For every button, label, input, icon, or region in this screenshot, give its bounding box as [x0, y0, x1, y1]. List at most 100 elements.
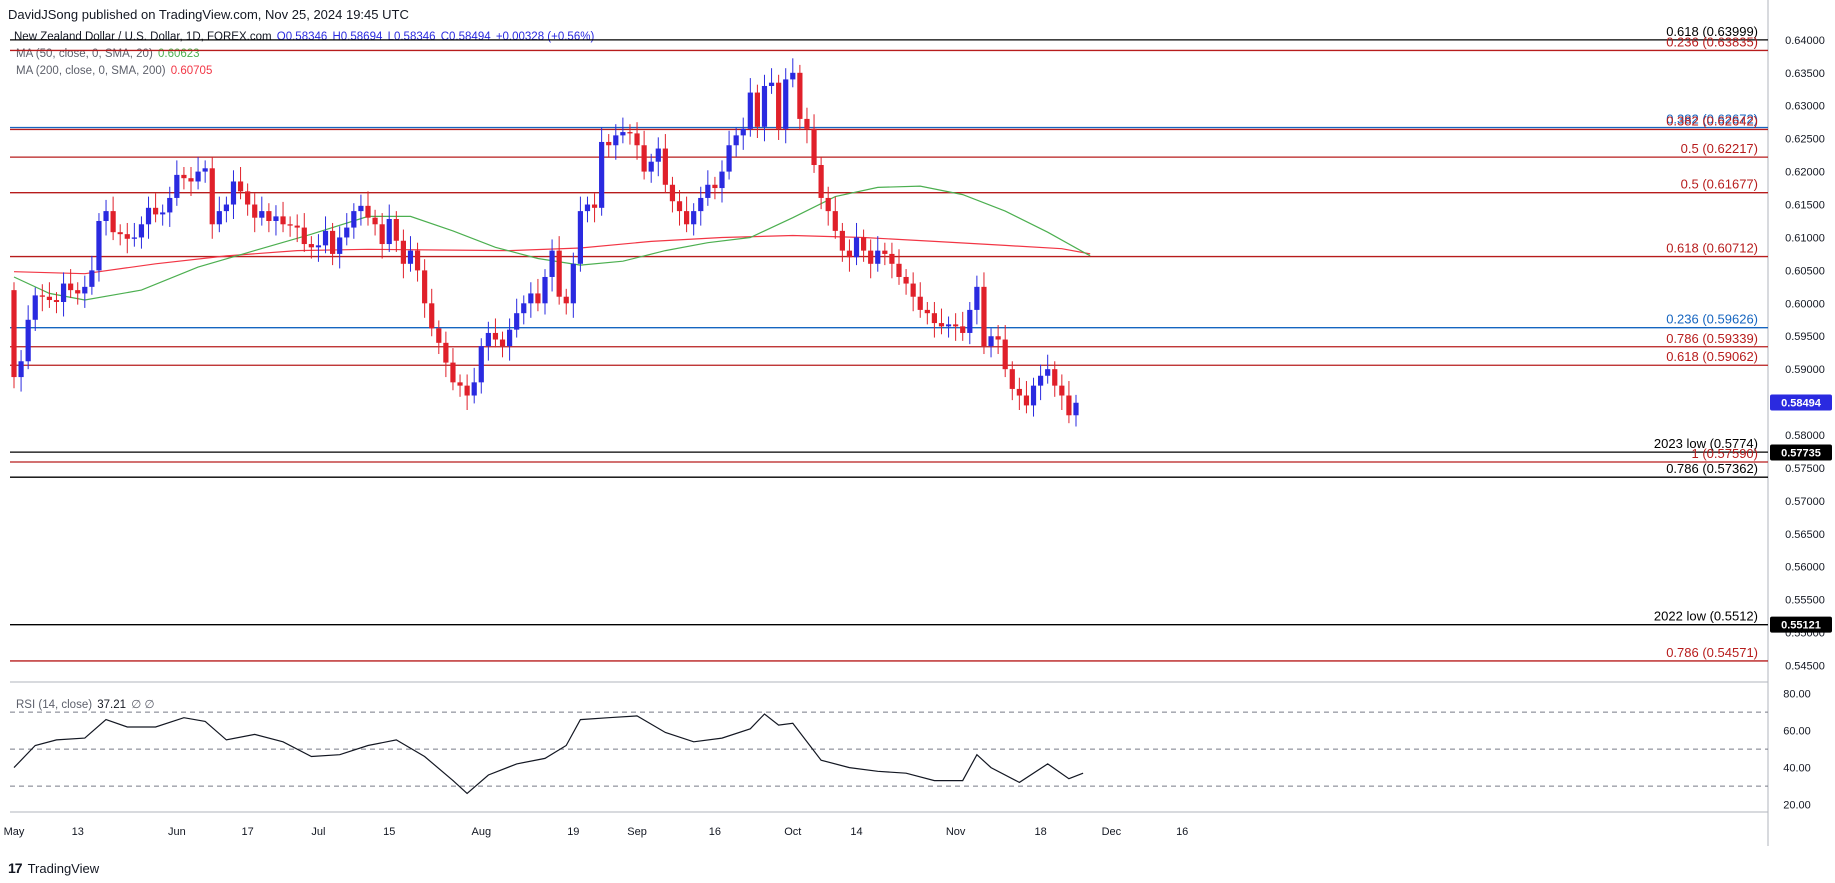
- date-tick-label: Oct: [784, 826, 801, 838]
- candle-body: [145, 207, 152, 225]
- candle-body: [861, 237, 867, 251]
- price-tick-label: 0.54500: [1785, 661, 1825, 673]
- candle-body: [422, 270, 428, 304]
- candle-body: [606, 141, 612, 146]
- level-label: 2023 low (0.5774): [1654, 436, 1758, 451]
- candle-body: [903, 276, 909, 284]
- candle-body: [53, 300, 60, 302]
- date-tick-label: May: [4, 826, 25, 838]
- candle-body: [1059, 385, 1065, 396]
- candle-body: [691, 211, 697, 225]
- candle-body: [1045, 369, 1051, 376]
- candle-body: [676, 201, 683, 212]
- candle-body: [846, 250, 853, 258]
- candle-body: [457, 382, 463, 386]
- candle-body: [768, 82, 775, 86]
- date-tick-label: Sep: [627, 826, 647, 838]
- candle-body: [960, 326, 966, 333]
- rsi-tick-label: 80.00: [1783, 689, 1811, 701]
- candle-body: [627, 132, 633, 134]
- candle-body: [68, 283, 74, 291]
- candle-body: [32, 295, 38, 320]
- candle-body: [938, 323, 945, 327]
- candle-body: [89, 270, 95, 287]
- candle-body: [124, 234, 130, 239]
- level-label: 0.236 (0.59626): [1666, 312, 1758, 327]
- level-label: 0.5 (0.61677): [1681, 177, 1758, 192]
- candle-body: [945, 324, 952, 327]
- level-label: 1 (0.57590): [1692, 446, 1759, 461]
- candle-body: [754, 92, 760, 127]
- candle-body: [167, 197, 173, 213]
- candle-body: [337, 237, 343, 254]
- rsi-extra: ∅ ∅: [131, 699, 155, 711]
- candle-body: [584, 204, 591, 212]
- candle-body: [429, 303, 435, 329]
- candle-body: [620, 132, 626, 136]
- candle-body: [853, 237, 860, 258]
- candle-body: [549, 250, 555, 277]
- candle-body: [131, 237, 137, 239]
- date-tick-label: Jun: [168, 826, 186, 838]
- candle-body: [110, 211, 116, 233]
- date-tick-label: Dec: [1102, 826, 1122, 838]
- candle-body: [294, 225, 300, 228]
- candle-body: [733, 135, 739, 146]
- candle-body: [25, 319, 31, 362]
- price-tag-label: 0.55121: [1781, 620, 1821, 632]
- candle-body: [783, 79, 789, 129]
- level-label: 0.786 (0.54571): [1666, 645, 1758, 660]
- candle-body: [245, 191, 251, 205]
- price-tag: [1770, 394, 1832, 411]
- candle-body: [577, 211, 583, 264]
- rsi-value: 37.21: [97, 699, 127, 711]
- candle-body: [138, 224, 145, 238]
- candle-body: [471, 382, 477, 396]
- candle-body: [924, 309, 930, 314]
- tradingview-logo-icon: 17: [8, 860, 23, 876]
- candle-body: [832, 211, 838, 231]
- candle-body: [195, 171, 201, 182]
- candle-body: [1002, 339, 1008, 370]
- candle-body: [358, 205, 364, 212]
- candle-body: [514, 313, 520, 330]
- candle-body: [790, 72, 796, 80]
- candle-body: [492, 332, 499, 340]
- candle-body: [1009, 369, 1015, 389]
- candle-body: [776, 82, 782, 129]
- price-tag-label: 0.58494: [1781, 397, 1822, 409]
- candle-body: [726, 145, 732, 172]
- price-tick-label: 0.55500: [1785, 595, 1825, 607]
- rsi-tick-label: 60.00: [1783, 726, 1811, 738]
- price-tick-label: 0.60500: [1785, 265, 1825, 277]
- price-tag-label: 0.57735: [1781, 447, 1821, 459]
- candle-body: [266, 211, 272, 221]
- candle-body: [464, 385, 470, 396]
- candle-body: [1073, 402, 1079, 416]
- price-tag: [1770, 616, 1832, 633]
- level-label: 0.382 (0.62642): [1666, 113, 1758, 128]
- footer-brand: TradingView: [27, 860, 100, 876]
- candle-body: [308, 244, 314, 248]
- price-tick-label: 0.59000: [1785, 364, 1825, 376]
- candle-body: [202, 168, 208, 172]
- candle-body: [1066, 395, 1072, 416]
- date-tick-label: 13: [72, 826, 84, 838]
- candle-body: [641, 145, 647, 172]
- candle-body: [761, 85, 768, 127]
- level-label: 0.382 (0.62672): [1666, 111, 1758, 126]
- candle-body: [75, 290, 81, 294]
- level-label: 0.618 (0.59062): [1666, 349, 1758, 364]
- candle-body: [599, 141, 605, 208]
- level-label: 0.618 (0.60712): [1666, 241, 1758, 256]
- candle-body: [591, 204, 598, 208]
- price-tick-label: 0.57000: [1785, 496, 1825, 508]
- ma200-legend[interactable]: MA (200, close, 0, SMA, 200) 0.60705: [14, 65, 212, 77]
- rsi-legend[interactable]: RSI (14, close) 37.21 ∅ ∅: [14, 697, 154, 711]
- candle-body: [436, 328, 442, 343]
- candle-body: [804, 118, 810, 129]
- candle-body: [280, 216, 286, 225]
- candle-body: [896, 263, 902, 277]
- candle-body: [330, 230, 336, 254]
